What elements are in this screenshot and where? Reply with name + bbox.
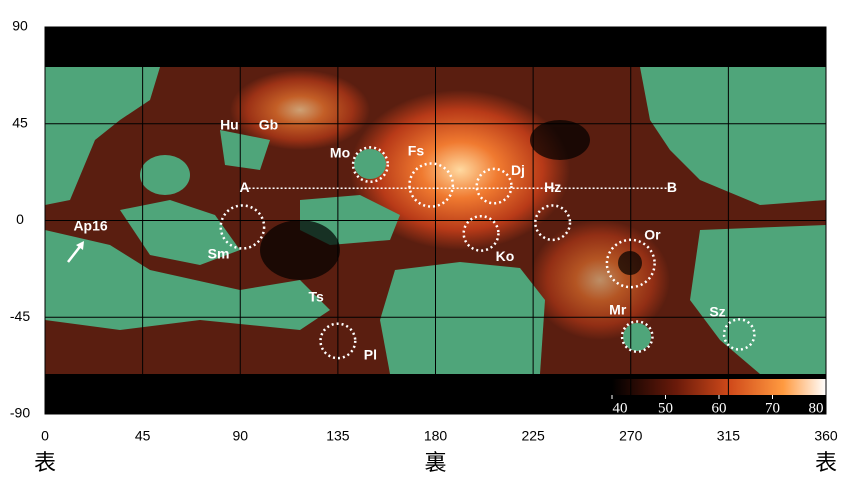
x-tick-label: 360	[814, 428, 838, 444]
feature-label: Hz	[544, 179, 561, 195]
feature-label: Mo	[330, 145, 350, 161]
side-label: 裏	[424, 450, 446, 475]
feature-label: B	[667, 179, 677, 195]
feature-label: Or	[644, 226, 661, 242]
side-label: 表	[34, 450, 56, 475]
feature-label: Ap16	[73, 218, 107, 234]
feature-label: Sz	[709, 304, 725, 320]
feature-label: Sm	[208, 246, 230, 262]
x-tick-label: 270	[619, 428, 643, 444]
map-chart: 0 45 90 135 180 225 270 315 360 -90 -45 0 45 90 表 裏 表 Hu G…	[0, 0, 854, 476]
feature-label: Dj	[511, 162, 525, 178]
x-tick-label: 180	[424, 428, 448, 444]
x-tick-label: 0	[41, 428, 49, 444]
feature-label: A	[240, 179, 250, 195]
x-tick-label: 135	[326, 428, 350, 444]
feature-label: Ko	[496, 248, 515, 264]
y-tick-label: 0	[16, 211, 24, 227]
y-tick-label: 90	[12, 18, 28, 34]
feature-label: Ts	[309, 289, 325, 305]
colorbar	[612, 379, 826, 395]
x-tick-label: 315	[717, 428, 741, 444]
y-tick-label: 45	[12, 114, 28, 130]
x-tick-label: 90	[232, 428, 248, 444]
y-tick-label: -90	[10, 405, 30, 421]
feature-label: Mr	[609, 302, 627, 318]
side-label: 表	[815, 450, 837, 475]
x-tick-label: 225	[521, 428, 545, 444]
feature-label: Hu	[220, 117, 239, 133]
x-tick-label: 45	[135, 428, 151, 444]
feature-label: Fs	[408, 142, 425, 158]
y-tick-label: -45	[10, 308, 30, 324]
feature-label: Gb	[259, 117, 278, 133]
feature-label: Pl	[364, 347, 377, 363]
